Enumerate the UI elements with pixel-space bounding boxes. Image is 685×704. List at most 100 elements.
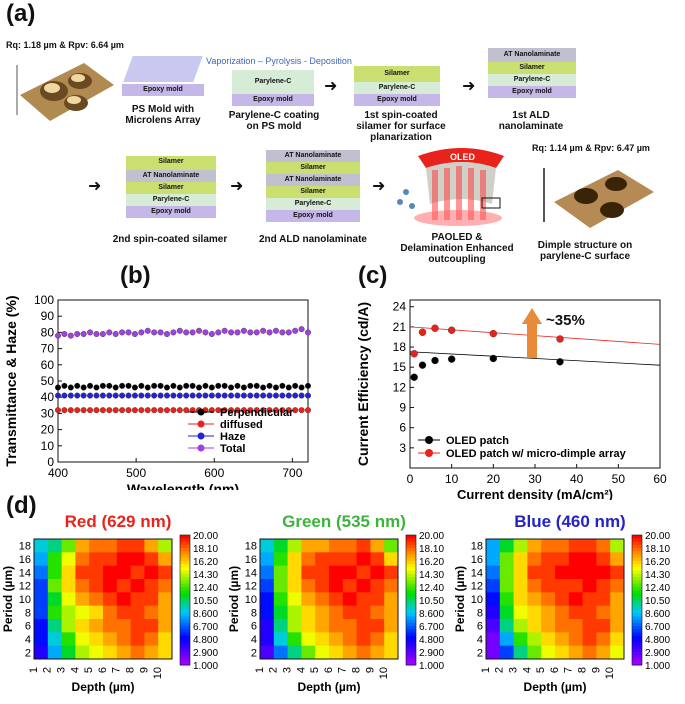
- heatmap-cell: [34, 592, 49, 607]
- data-point-diffused: [170, 407, 177, 414]
- y-tick-label: 50: [41, 374, 55, 388]
- heatmap-cell: [287, 539, 302, 553]
- heatmap-cell: [555, 605, 570, 620]
- heatmap-cell: [541, 632, 556, 647]
- layer-nanolaminate: AT Nanolaminate: [126, 170, 216, 182]
- layer-nanolaminate: AT Nanolaminate: [266, 174, 360, 186]
- heatmap-cell: [315, 592, 330, 607]
- heatmap-cell: [34, 645, 49, 660]
- heatmap-cell: [158, 645, 173, 660]
- topography-image-right: [540, 156, 660, 236]
- heatmap-cell: [486, 605, 501, 620]
- colorbar-segment: [632, 554, 642, 559]
- y-tick-label: 14: [471, 567, 483, 579]
- heatmap-cell: [287, 619, 302, 633]
- heatmap-cell: [273, 632, 289, 647]
- data-point-haze: [80, 392, 87, 399]
- data-point-total: [208, 331, 215, 338]
- y-tick-label: 8: [251, 607, 257, 619]
- data-point-total: [215, 329, 222, 336]
- heatmap-cell: [301, 645, 316, 660]
- heatmap-cell: [75, 645, 90, 660]
- data-point-total: [144, 327, 151, 334]
- data-point-haze: [144, 392, 151, 399]
- heatmap-cell: [568, 605, 584, 620]
- heatmap-cell: [610, 645, 625, 660]
- heatmap-cell: [596, 605, 611, 620]
- heatmap-cell: [610, 565, 625, 580]
- colorbar-segment: [180, 548, 190, 552]
- heatmap-cell: [89, 539, 104, 553]
- y-tick-label: 24: [393, 300, 407, 314]
- x-tick-label: 3: [282, 667, 294, 673]
- y-tick-label: 12: [245, 581, 257, 593]
- heatmap-cell: [130, 552, 145, 567]
- heatmap-cell: [582, 645, 597, 660]
- heatmap-cell: [103, 565, 118, 580]
- heatmap-cell: [301, 539, 316, 553]
- colorbar-segment: [180, 635, 190, 640]
- heatmap-cell: [61, 645, 76, 660]
- data-point-perpendicular: [247, 382, 254, 389]
- heatmap-cell: [103, 605, 118, 620]
- data-point-haze: [215, 392, 222, 399]
- heatmap-cell: [596, 565, 611, 580]
- heatmap-cell: [555, 565, 570, 580]
- x-axis-label: Depth (µm): [524, 680, 587, 694]
- data-point-diffused: [292, 407, 299, 414]
- data-point: [418, 361, 427, 369]
- y-tick-label: 18: [19, 541, 31, 553]
- x-tick-label: 50: [612, 472, 626, 486]
- data-point-diffused: [305, 407, 312, 414]
- colorbar-segment: [632, 577, 642, 581]
- heatmap-cell: [582, 632, 597, 647]
- y-tick-label: 30: [41, 406, 55, 420]
- colorbar-segment: [632, 606, 642, 611]
- data-point-perpendicular: [305, 382, 312, 389]
- data-point-haze: [266, 392, 273, 399]
- heatmap-cell: [315, 632, 330, 647]
- y-tick-label: 2: [477, 647, 483, 659]
- data-point-haze: [234, 392, 241, 399]
- heatmap-cell: [342, 632, 358, 647]
- data-point-haze: [170, 392, 177, 399]
- heatmap-cell: [273, 552, 289, 567]
- y-tick-label: 6: [477, 621, 483, 633]
- y-tick-label: 100: [34, 293, 54, 307]
- data-point-perpendicular: [138, 382, 145, 389]
- heatmap-cell: [158, 579, 173, 593]
- heatmap-frame: [485, 538, 625, 660]
- data-point: [418, 328, 427, 336]
- heatmap-cell: [370, 552, 385, 567]
- x-tick-label: 0: [407, 472, 414, 486]
- colorbar-segment: [406, 551, 416, 555]
- colorbar-segment: [632, 622, 642, 627]
- y-tick-label: 70: [41, 342, 55, 356]
- data-point-diffused: [144, 407, 151, 414]
- data-point-diffused: [138, 407, 145, 414]
- heatmap-cell: [273, 619, 289, 633]
- heatmap-cell: [568, 619, 584, 633]
- colorbar-segment: [632, 635, 642, 640]
- x-axis-label: Depth (µm): [298, 680, 361, 694]
- data-point-diffused: [183, 407, 190, 414]
- data-point-haze: [196, 392, 203, 399]
- colorbar-tick-label: 2.900: [645, 648, 670, 659]
- heatmap-title: Red (629 nm): [65, 512, 172, 531]
- heatmap-cell: [486, 565, 501, 580]
- heatmap-cell: [596, 619, 611, 633]
- heatmap-cell: [527, 632, 542, 647]
- y-tick-label: 2: [25, 647, 31, 659]
- heatmap-cell: [47, 592, 63, 607]
- legend-label: OLED patch w/ micro-dimple array: [446, 448, 627, 460]
- colorbar-segment: [406, 606, 416, 611]
- data-point-total: [125, 329, 132, 336]
- heatmap-cell: [582, 539, 597, 553]
- heatmap-cell: [384, 619, 399, 633]
- panel-label-d: (d): [6, 492, 37, 519]
- heatmap-cell: [356, 592, 371, 607]
- heatmap-cell: [75, 619, 90, 633]
- heatmap-cell: [61, 579, 76, 593]
- heatmap-cell: [273, 592, 289, 607]
- step-caption-8: Dimple structure on parylene-C surface: [537, 240, 633, 262]
